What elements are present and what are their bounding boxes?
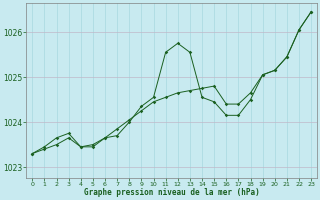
X-axis label: Graphe pression niveau de la mer (hPa): Graphe pression niveau de la mer (hPa) [84,188,260,197]
